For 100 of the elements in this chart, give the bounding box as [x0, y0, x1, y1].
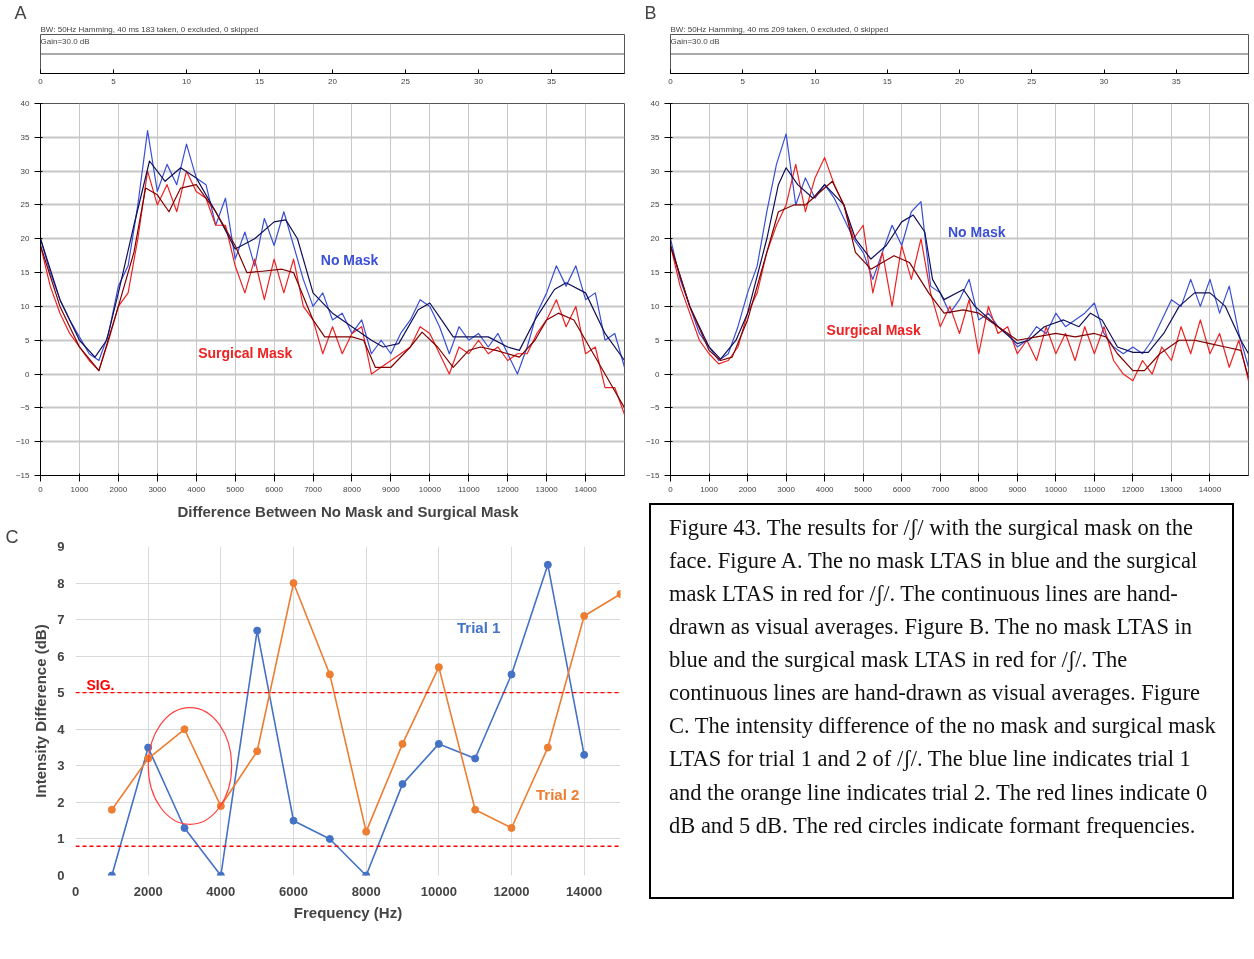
- y-tick-label: −5: [650, 403, 661, 413]
- y-tick-label: −5: [20, 403, 31, 413]
- x-tick-label: 5000: [854, 484, 873, 494]
- text: Gain=30.0 dB: [670, 36, 720, 46]
- point: [325, 834, 334, 843]
- point: [398, 739, 407, 748]
- y-tick-label: 20: [20, 234, 31, 244]
- point: [580, 750, 589, 759]
- y-tick-label: 9: [57, 539, 65, 554]
- x2-tick-label: 10: [182, 76, 192, 86]
- ref-line-label: SIG.: [86, 676, 115, 693]
- text: BW: 50Hz Hamming, 40 ms 209 taken, 0 excluded, 0 skipped: [670, 25, 889, 34]
- point: [543, 560, 552, 569]
- y-tick-label: 20: [650, 234, 661, 244]
- x2-tick-label: 35: [547, 76, 557, 86]
- y-tick-label: 25: [650, 200, 661, 210]
- point: [507, 670, 516, 679]
- x-tick-label: 13000: [1160, 484, 1184, 494]
- text: Figure 43. The results for /ʃ/ with the surgical mask on the face. Figure A. The no mask LTAS in blue and the surgical mask LTAS in red for /ʃ/. The continuous lines are hand-drawn as visual averages. Figure B. The no mask LTAS in blue and the surgical mask LTAS in red for /ʃ/. The continuous lines are hand-drawn as visual averages. Figure C. The intensity difference of the no mask and surgical mask LTAS for trial 1 and 2 of /ʃ/. The blue line indicates trial 1 and the orange line indicates trial 2. The red lines indicate 0 dB and 5 dB. The red circles indicate formant frequencies.: [669, 515, 1216, 838]
- series-label: Surgical Mask: [826, 322, 921, 339]
- x-tick-label: 1000: [70, 484, 89, 494]
- y-tick-label: 0: [655, 369, 661, 379]
- x-tick-label: 8000: [351, 883, 381, 899]
- y-tick-label: 15: [650, 268, 661, 278]
- x-tick-label: 12000: [493, 883, 530, 899]
- point: [507, 823, 516, 832]
- y-tick-label: 5: [25, 335, 31, 345]
- y-tick-label: 30: [650, 166, 661, 176]
- y-axis-title: Intensity Difference (dB): [32, 624, 50, 798]
- x2-tick-label: 0: [668, 76, 674, 86]
- x2-tick-label: 15: [255, 76, 265, 86]
- series-label: Trial 2: [536, 786, 580, 804]
- point: [180, 823, 189, 832]
- point: [543, 743, 552, 752]
- x2-tick-label: 25: [1027, 76, 1037, 86]
- x-tick-label: 13000: [535, 484, 559, 494]
- x-tick-label: 11000: [1083, 484, 1106, 494]
- y-tick-label: 3: [57, 758, 65, 774]
- x-tick-label: 2000: [738, 484, 758, 494]
- x-tick-label: 7000: [304, 484, 323, 494]
- series-label: Surgical Mask: [198, 344, 293, 361]
- point: [289, 816, 298, 825]
- x-tick-label: 6000: [279, 883, 308, 899]
- point: [471, 805, 480, 814]
- x-tick-label: 4000: [815, 484, 835, 494]
- point: [180, 725, 189, 734]
- text: BW: 50Hz Hamming, 40 ms 183 taken, 0 excluded, 0 skipped: [40, 25, 259, 34]
- point: [580, 611, 589, 620]
- y-tick-label: −10: [645, 437, 661, 447]
- x-tick-label: 0: [71, 883, 80, 899]
- x-tick-label: 8000: [969, 484, 989, 494]
- y-tick-label: 8: [57, 575, 65, 591]
- x-tick-label: 3000: [148, 484, 167, 494]
- x2-tick-label: 10: [810, 76, 820, 86]
- point: [107, 805, 116, 814]
- x-tick-label: 11000: [457, 484, 481, 494]
- x-tick-label: 14000: [566, 883, 603, 899]
- y-tick-label: 30: [20, 166, 31, 176]
- x-tick-label: 8000: [343, 484, 362, 494]
- y-tick-label: 40: [650, 99, 661, 108]
- series-label: No Mask: [947, 223, 1006, 240]
- x-tick-label: 4000: [187, 484, 206, 494]
- y-tick-label: 10: [650, 301, 661, 311]
- text: C: [5, 526, 19, 547]
- point: [362, 827, 371, 836]
- y-tick-label: 10: [20, 301, 31, 311]
- x-tick-label: 5000: [226, 484, 245, 494]
- x-tick-label: 0: [38, 484, 44, 494]
- line-series: [40, 160, 625, 362]
- x2-tick-label: 25: [401, 76, 411, 86]
- x2-tick-label: 35: [1171, 76, 1182, 86]
- y-tick-label: 7: [57, 612, 65, 628]
- x-axis-title: Frequency (Hz): [293, 903, 403, 921]
- y-tick-label: 6: [57, 648, 65, 664]
- y-tick-label: 40: [20, 99, 31, 108]
- x-tick-label: 7000: [931, 484, 950, 494]
- x-tick-label: 9000: [1008, 484, 1027, 494]
- y-tick-label: 5: [57, 685, 65, 701]
- y-tick-label: 5: [655, 335, 661, 345]
- y-tick-label: 15: [20, 268, 31, 278]
- y-tick-label: 0: [57, 868, 65, 883]
- x-tick-label: 6000: [892, 484, 912, 494]
- x-tick-label: 9000: [382, 484, 401, 494]
- y-tick-label: −10: [15, 437, 31, 447]
- y-tick-label: 25: [20, 200, 31, 210]
- x-tick-label: 10000: [418, 484, 442, 494]
- point: [253, 747, 262, 756]
- x2-tick-label: 15: [882, 76, 893, 86]
- x-tick-label: 6000: [265, 484, 284, 494]
- x2-tick-label: 5: [740, 76, 746, 86]
- point: [471, 754, 480, 763]
- text: A: [14, 2, 27, 23]
- point: [325, 670, 334, 679]
- x-tick-label: 12000: [496, 484, 520, 494]
- point: [398, 780, 407, 789]
- x-tick-label: 2000: [109, 484, 128, 494]
- y-tick-label: −15: [645, 471, 661, 480]
- y-tick-label: 0: [25, 369, 31, 379]
- point: [434, 739, 443, 748]
- x-tick-label: 1000: [700, 484, 719, 494]
